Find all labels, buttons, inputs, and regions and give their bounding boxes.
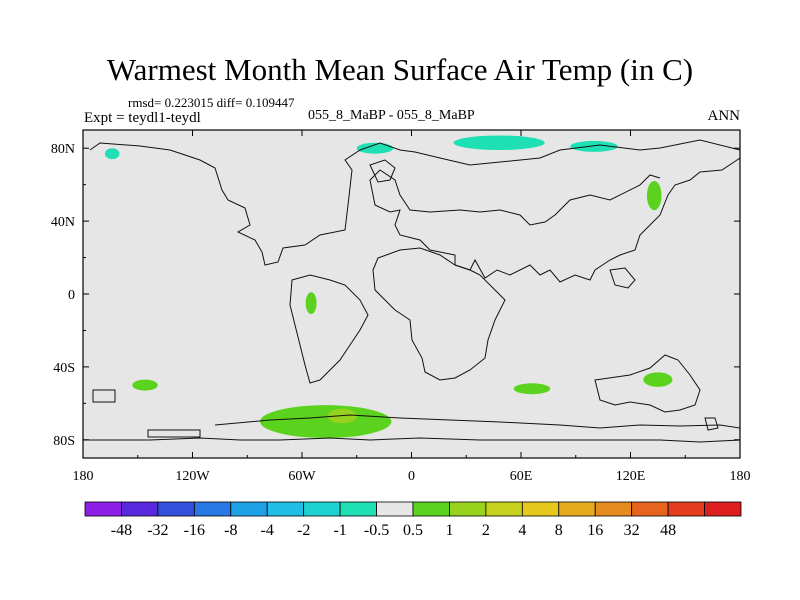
colorbar-swatch-2 xyxy=(157,501,195,517)
colorbar-label-4: -4 xyxy=(261,522,274,539)
continent-outline-1 xyxy=(372,247,506,381)
season-label: ANN xyxy=(707,108,741,124)
anomaly-region-arctic-east xyxy=(570,140,618,152)
colorbar-label-9: 1 xyxy=(445,522,453,539)
anomaly-region-australia xyxy=(643,372,673,387)
continent-outline-7 xyxy=(92,389,116,403)
anomaly-region-greenland-north xyxy=(356,142,394,154)
colorbar-swatch-10 xyxy=(449,501,487,517)
anomaly-region-southern-ocean-indian xyxy=(513,383,551,395)
colorbar-label-5: -2 xyxy=(297,522,310,539)
x-tick-label-0: 180 xyxy=(73,469,94,484)
continent-outline-2 xyxy=(289,274,369,384)
colorbar-swatch-4 xyxy=(230,501,268,517)
continent-outline-4 xyxy=(83,414,741,443)
colorbar-swatch-5 xyxy=(266,501,305,517)
anomaly-region-south-america xyxy=(305,292,317,315)
x-tick-label-3: 0 xyxy=(408,469,415,484)
colorbar-swatch-9 xyxy=(412,501,450,517)
continent-outline-5 xyxy=(369,159,396,183)
experiment-label: Expt = teydl1-teydl xyxy=(84,110,201,126)
colorbar-swatch-15 xyxy=(631,501,669,517)
y-tick-label-2: 0 xyxy=(68,288,75,303)
colorbar-label-12: 8 xyxy=(555,522,563,539)
anomaly-region-antarctic-atlantic xyxy=(260,405,392,438)
colorbar-label-13: 16 xyxy=(587,522,603,539)
chart-title: Warmest Month Mean Surface Air Temp (in … xyxy=(106,52,694,87)
anomaly-region-east-asia xyxy=(646,181,662,211)
colorbar-label-15: 48 xyxy=(660,522,676,539)
x-tick-label-4: 60E xyxy=(510,469,533,484)
continent-outline-3 xyxy=(594,354,701,413)
colorbar-swatch-13 xyxy=(558,501,596,517)
anomaly-region-south-pacific xyxy=(132,379,158,391)
y-tick-label-1: 40N xyxy=(51,215,75,230)
colorbar-swatch-3 xyxy=(193,501,232,517)
colorbar-swatch-16 xyxy=(667,501,705,517)
colorbar-swatch-0 xyxy=(84,501,122,517)
colorbar-swatch-17 xyxy=(704,501,742,517)
y-tick-label-0: 80N xyxy=(51,142,75,157)
case-label: 055_8_MaBP - 055_8_MaBP xyxy=(308,108,475,123)
continent-outline-0 xyxy=(89,139,741,283)
colorbar-swatch-7 xyxy=(339,501,377,517)
colorbar-label-2: -16 xyxy=(184,522,205,539)
rmsd-label: rmsd= 0.223015 diff= 0.109447 xyxy=(128,95,295,110)
colorbar-label-10: 2 xyxy=(482,522,490,539)
colorbar-label-3: -8 xyxy=(224,522,237,539)
colorbar-label-7: -0.5 xyxy=(364,522,389,539)
anomaly-region-arctic-siberia xyxy=(453,135,545,151)
y-tick-label-4: 80S xyxy=(53,434,75,449)
colorbar-label-8: 0.5 xyxy=(403,522,423,539)
colorbar-label-6: -1 xyxy=(333,522,346,539)
continent-outline-9 xyxy=(704,417,719,431)
y-tick-label-3: 40S xyxy=(53,361,75,376)
continent-outline-6 xyxy=(147,429,201,438)
colorbar-label-14: 32 xyxy=(624,522,640,539)
colorbar-swatch-11 xyxy=(485,501,523,517)
colorbar-swatch-14 xyxy=(594,501,633,517)
anomaly-region-alaska xyxy=(104,148,120,160)
x-tick-label-5: 120E xyxy=(616,469,646,484)
colorbar-label-0: -48 xyxy=(111,522,132,539)
colorbar-label-1: -32 xyxy=(147,522,168,539)
colorbar-swatch-6 xyxy=(303,501,341,517)
x-tick-label-1: 120W xyxy=(175,469,210,484)
x-tick-label-6: 180 xyxy=(730,469,751,484)
continent-outline-8 xyxy=(609,267,636,289)
x-tick-label-2: 60W xyxy=(288,469,316,484)
colorbar-swatch-8 xyxy=(376,501,414,517)
plot-background xyxy=(83,130,740,458)
colorbar-swatch-12 xyxy=(521,501,560,517)
colorbar-swatch-1 xyxy=(121,501,159,517)
colorbar-label-11: 4 xyxy=(518,522,526,539)
